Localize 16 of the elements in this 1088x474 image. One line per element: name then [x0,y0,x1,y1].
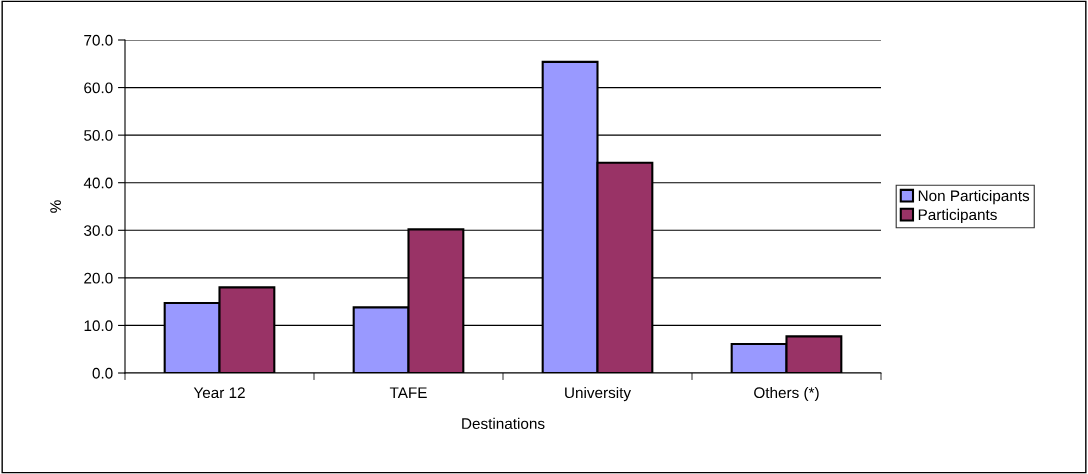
x-tick-label: TAFE [389,387,427,398]
x-axis-title: Destinations [462,417,545,430]
x-tick-label: Year 12 [193,387,245,399]
legend-label: Non Participants [918,189,1030,205]
y-tick-label: 10.0 [84,320,113,332]
y-tick-label: 60.0 [84,82,113,94]
y-tick-label: 70.0 [84,34,113,46]
y-tick-label: 40.0 [83,177,113,189]
y-tick-label: 30.0 [84,225,113,236]
y-tick-label: 50.0 [84,130,113,141]
y-tick-label: 0.0 [92,367,113,379]
legend-label: Participants [918,208,997,224]
y-tick-label: 20.0 [84,272,113,284]
x-tick-label: University [565,386,631,402]
y-axis-title: % [50,200,61,213]
x-tick-label: Others (*) [754,386,819,402]
